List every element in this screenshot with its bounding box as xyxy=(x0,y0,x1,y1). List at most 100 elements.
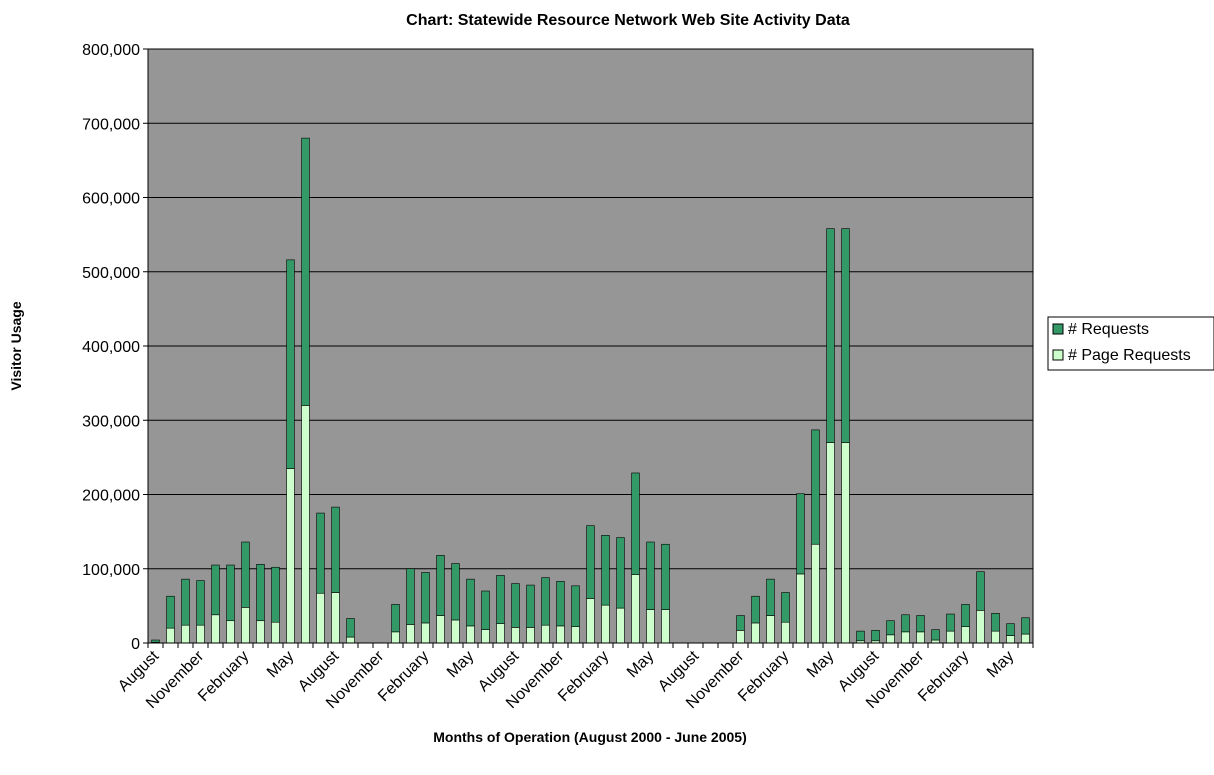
bar-requests xyxy=(601,535,610,606)
bar-requests xyxy=(946,613,955,632)
bar-requests xyxy=(496,575,505,624)
bar-requests xyxy=(931,629,940,641)
bar-requests xyxy=(571,585,580,627)
bar-page-requests xyxy=(286,468,295,644)
bar-requests xyxy=(631,472,640,575)
bar-page-requests xyxy=(631,574,640,644)
bar-requests xyxy=(646,541,655,610)
bar-page-requests xyxy=(811,543,820,644)
bar-requests xyxy=(421,572,430,624)
bar-requests xyxy=(871,630,880,642)
y-tick-label: 200,000 xyxy=(82,488,140,505)
y-tick-label: 700,000 xyxy=(82,116,140,133)
bar-requests xyxy=(241,541,250,608)
legend-swatch-page-requests xyxy=(1052,349,1064,361)
bar-requests xyxy=(466,578,475,627)
bar-requests xyxy=(616,537,625,609)
bar-requests xyxy=(226,564,235,622)
bar-page-requests xyxy=(496,623,505,644)
bar-requests xyxy=(736,615,745,631)
bar-requests xyxy=(331,506,340,593)
bar-page-requests xyxy=(211,614,220,644)
gridlines xyxy=(148,48,1033,570)
bar-page-requests xyxy=(196,624,205,644)
bar-page-requests xyxy=(301,405,310,644)
bar-requests xyxy=(661,543,670,610)
bar-page-requests xyxy=(451,619,460,644)
bar-page-requests xyxy=(646,609,655,644)
y-tick-label: 400,000 xyxy=(82,339,140,356)
bar-requests xyxy=(766,578,775,616)
bar-requests xyxy=(346,618,355,638)
x-axis-title: Months of Operation (August 2000 - June … xyxy=(433,729,747,745)
bar-requests xyxy=(856,630,865,642)
bar-requests xyxy=(1021,617,1030,635)
bar-page-requests xyxy=(481,629,490,644)
x-tick-label: May xyxy=(444,648,477,681)
bar-page-requests xyxy=(241,607,250,644)
x-tick-label: May xyxy=(804,648,837,681)
bar-page-requests xyxy=(346,636,355,644)
y-axis-ticks: 0 100,000 200,000 300,000 400,000 500,000 600,… xyxy=(82,42,148,653)
y-tick-label: 500,000 xyxy=(82,265,140,282)
bar-requests xyxy=(481,590,490,630)
bar-requests xyxy=(586,525,595,599)
bar-page-requests xyxy=(901,631,910,644)
bar-requests xyxy=(796,493,805,575)
bar-page-requests xyxy=(976,610,985,644)
bar-requests xyxy=(886,620,895,636)
bar-requests xyxy=(781,592,790,623)
bar-page-requests xyxy=(331,592,340,644)
bar-requests xyxy=(556,581,565,627)
x-tick-label: May xyxy=(984,648,1017,681)
bar-page-requests xyxy=(436,615,445,644)
bar-page-requests xyxy=(766,615,775,644)
bar-page-requests xyxy=(916,631,925,644)
bar-requests xyxy=(511,583,520,628)
bar-requests xyxy=(826,228,835,443)
bar-requests xyxy=(811,429,820,545)
legend-box xyxy=(1047,316,1214,371)
bar-requests xyxy=(406,568,415,625)
legend: # Requests # Page Requests xyxy=(1047,316,1214,371)
bar-requests xyxy=(961,604,970,627)
bar-page-requests xyxy=(1021,633,1030,644)
bar-requests xyxy=(196,580,205,626)
bar-requests xyxy=(391,604,400,633)
bar-requests xyxy=(271,566,280,623)
y-tick-label: 100,000 xyxy=(82,562,140,579)
bar-page-requests xyxy=(736,630,745,644)
bar-requests xyxy=(991,612,1000,632)
bar-page-requests xyxy=(751,622,760,644)
bar-requests xyxy=(316,512,325,594)
bar-requests xyxy=(526,584,535,628)
bar-page-requests xyxy=(181,624,190,644)
bar-requests xyxy=(541,577,550,626)
x-axis-ticks xyxy=(147,643,1034,648)
bar-page-requests xyxy=(556,625,565,644)
bar-requests xyxy=(841,228,850,443)
bar-requests xyxy=(1006,623,1015,636)
bar-page-requests xyxy=(571,626,580,644)
bar-page-requests xyxy=(541,624,550,644)
bar-page-requests xyxy=(616,607,625,644)
bar-page-requests xyxy=(946,630,955,644)
bar-requests xyxy=(211,564,220,616)
bar-page-requests xyxy=(391,631,400,644)
bar-requests xyxy=(256,563,265,622)
bar-requests xyxy=(901,614,910,633)
bar-page-requests xyxy=(586,598,595,644)
y-axis-title: Visitor Usage xyxy=(8,301,24,390)
bar-page-requests xyxy=(601,604,610,644)
legend-swatch-requests xyxy=(1052,323,1064,335)
legend-label-page-requests: # Page Requests xyxy=(1068,347,1191,364)
bar-requests xyxy=(301,137,310,406)
bar-requests xyxy=(436,555,445,616)
bar-page-requests xyxy=(271,621,280,644)
bar-page-requests xyxy=(796,573,805,644)
bar-page-requests xyxy=(466,625,475,644)
bar-page-requests xyxy=(961,626,970,644)
bar-page-requests xyxy=(316,592,325,644)
